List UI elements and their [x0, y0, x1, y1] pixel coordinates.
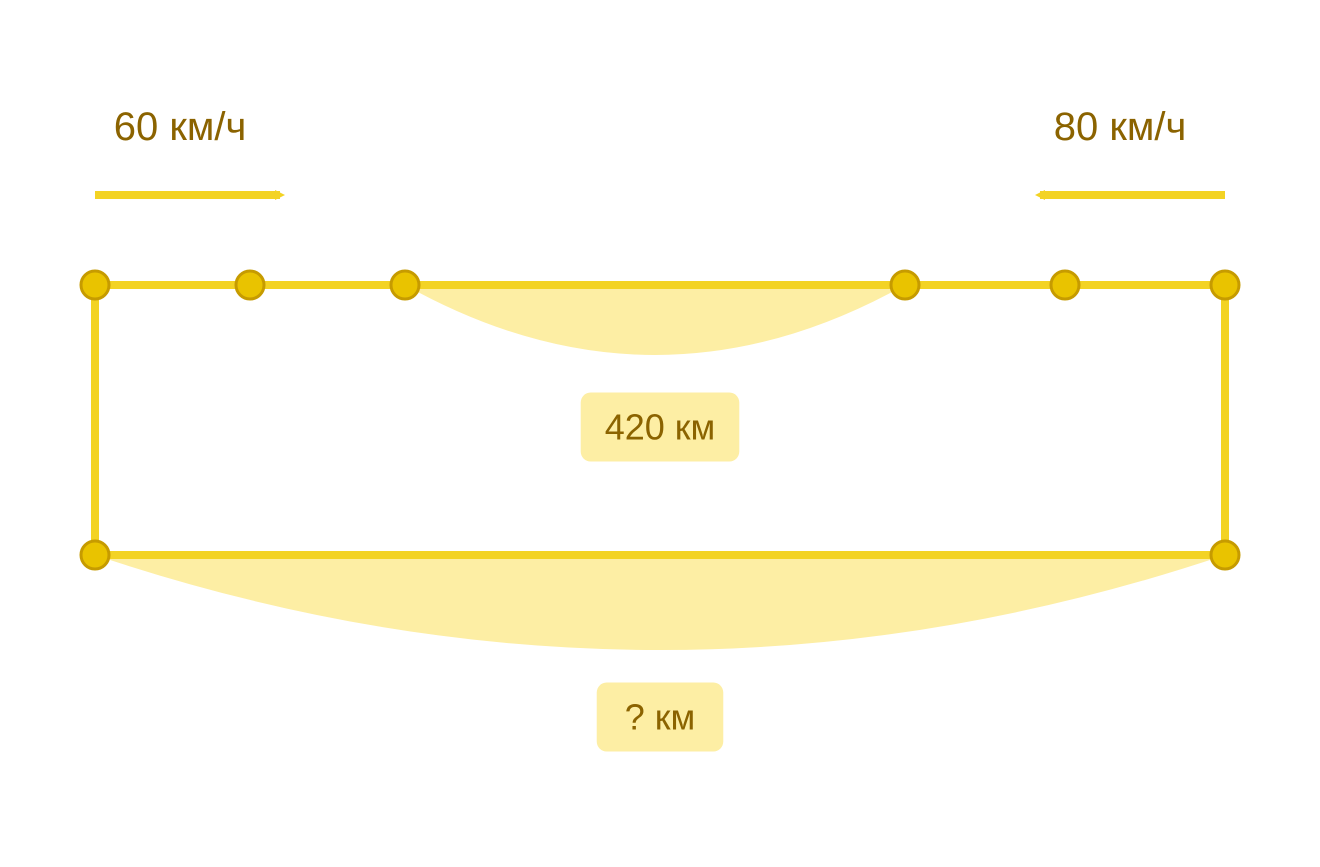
distance-mid-label-text: 420 км [605, 407, 716, 448]
top-node-5 [1211, 271, 1239, 299]
top-node-1 [236, 271, 264, 299]
top-arc-fill [405, 285, 905, 355]
speed-right-label: 80 км/ч [1054, 105, 1187, 149]
bottom-arc-fill [95, 555, 1225, 650]
motion-diagram: 60 км/ч 80 км/ч 420 км ? км [0, 0, 1320, 867]
speed-left-label: 60 км/ч [114, 105, 247, 149]
bottom-node-0 [81, 541, 109, 569]
distance-bottom-label-text: ? км [625, 697, 696, 738]
top-node-0 [81, 271, 109, 299]
top-node-2 [391, 271, 419, 299]
bottom-node-1 [1211, 541, 1239, 569]
top-node-4 [1051, 271, 1079, 299]
top-node-3 [891, 271, 919, 299]
